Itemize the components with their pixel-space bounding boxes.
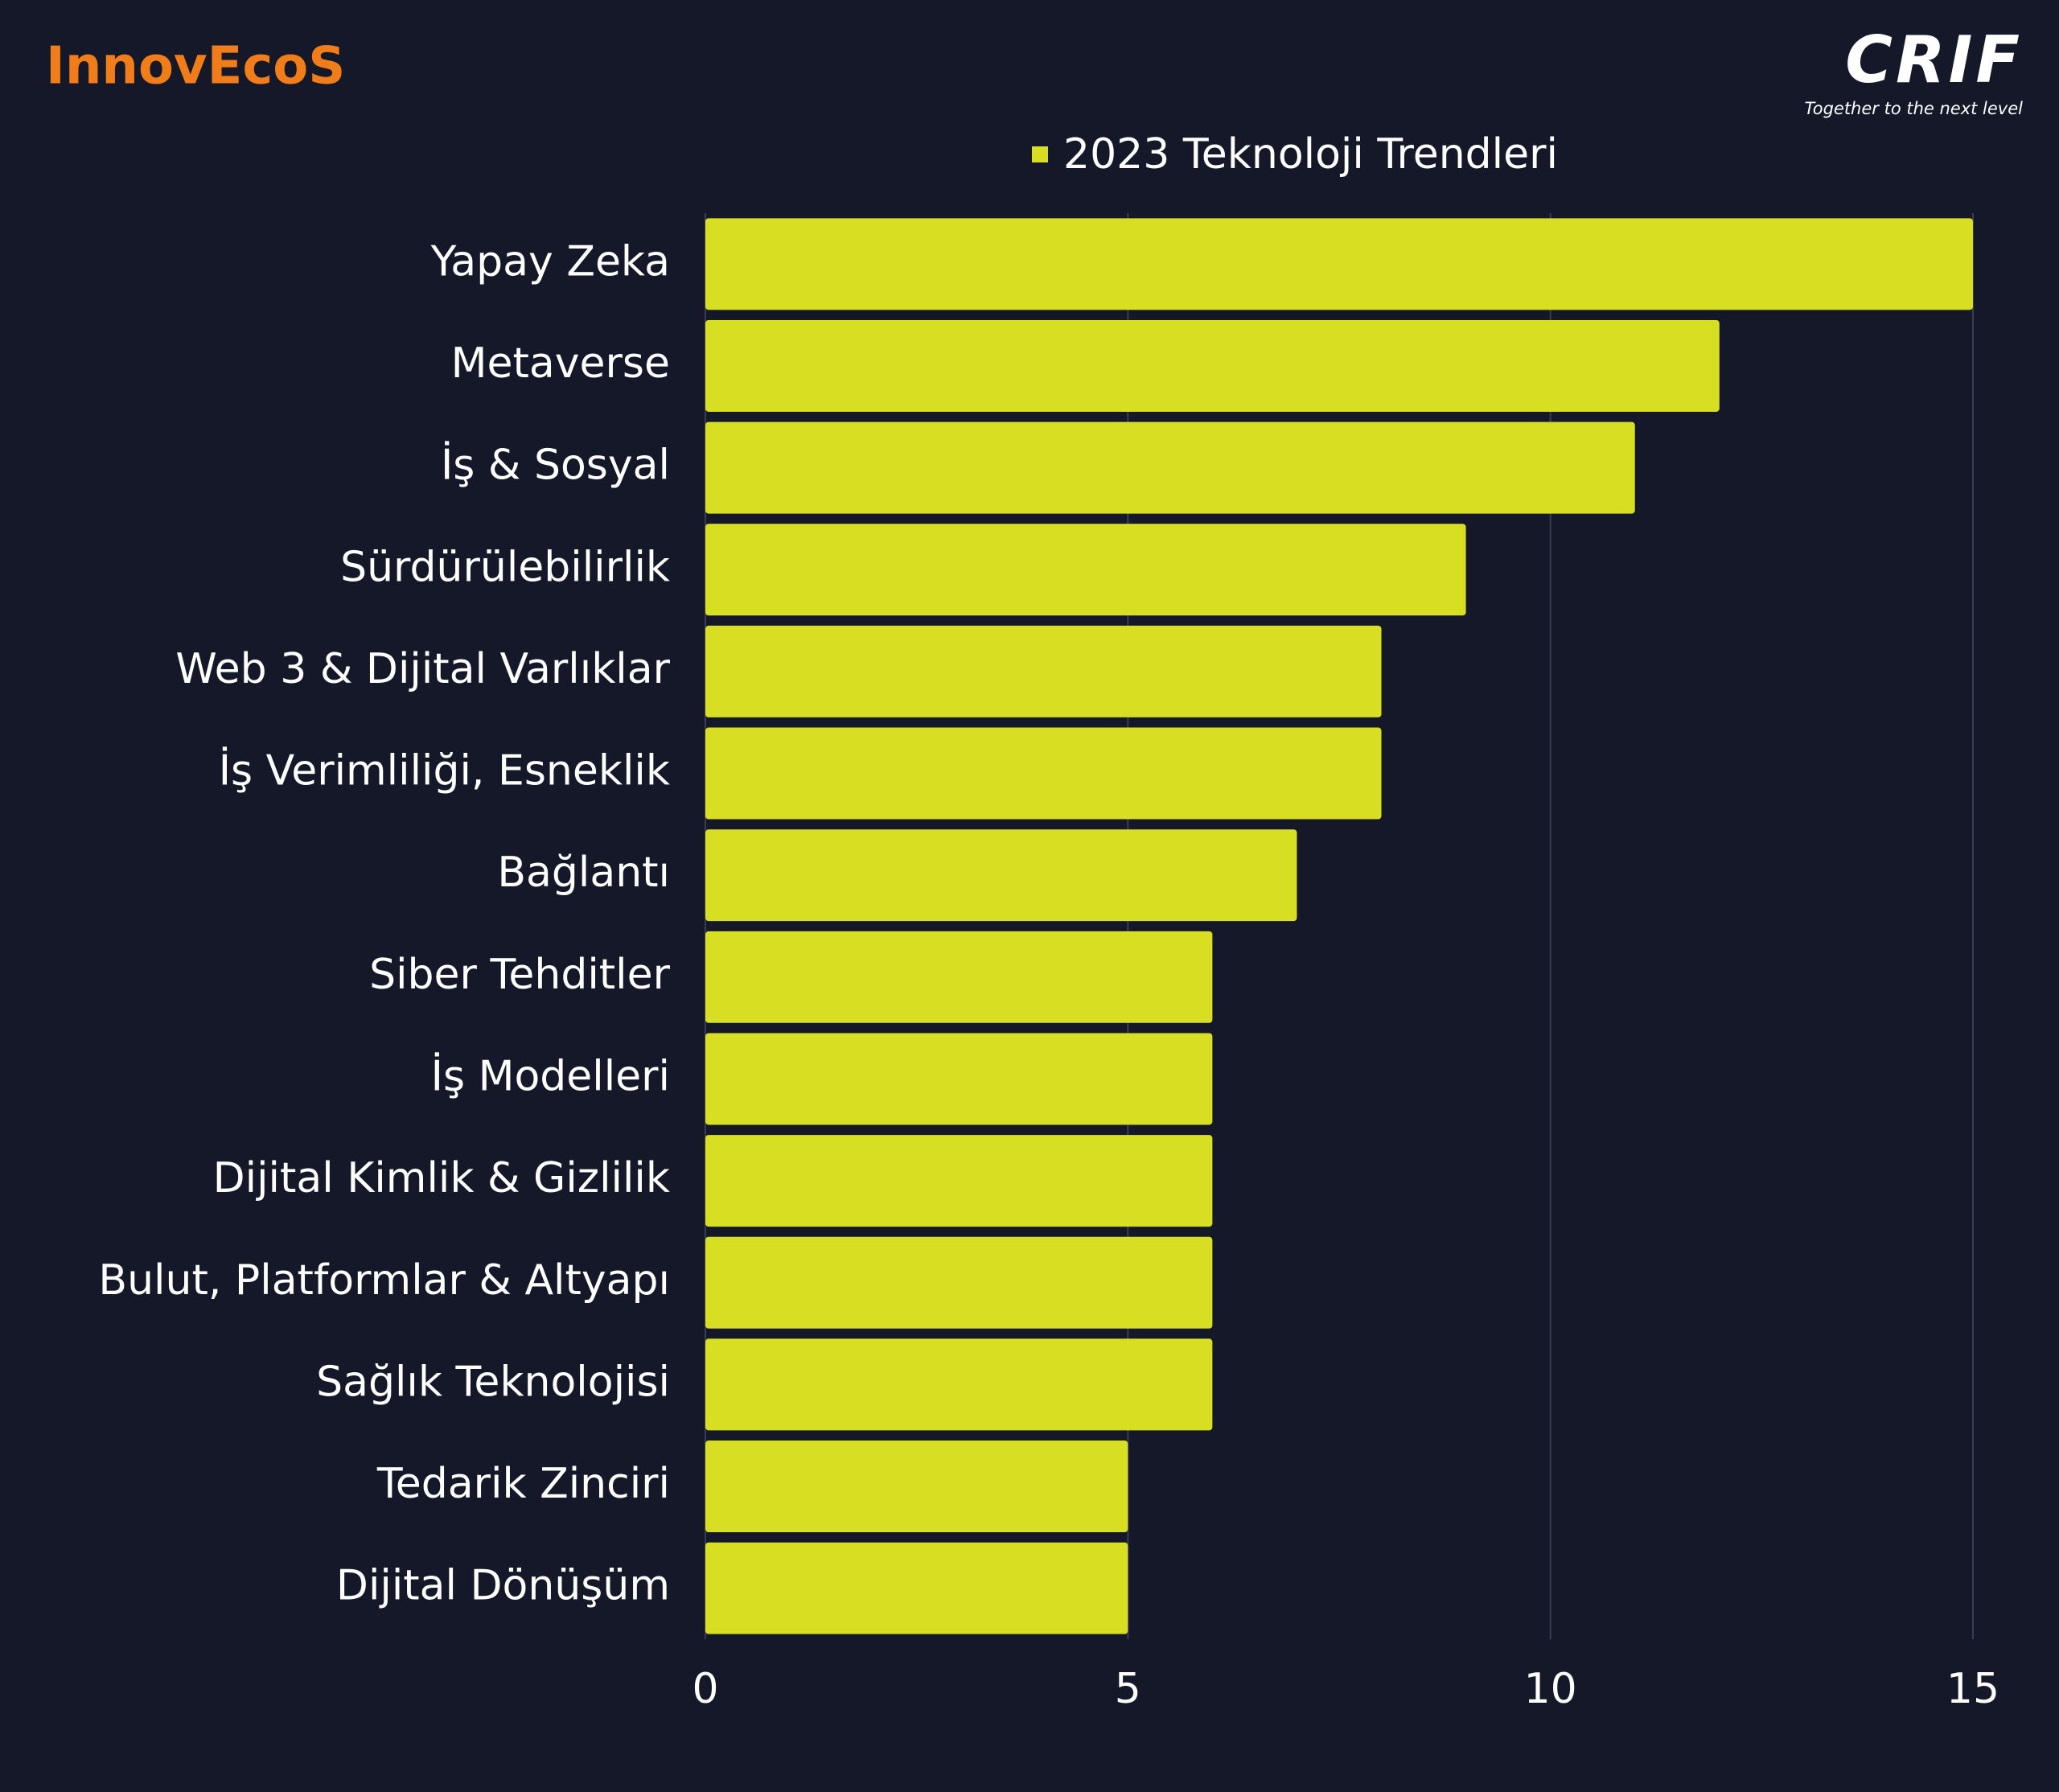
- brand-tagline: Together to the next level: [1804, 99, 2023, 118]
- bar: [705, 1033, 1213, 1125]
- x-tick-label: 5: [1115, 1665, 1141, 1713]
- y-tick-label: Sürdürülebilirlik: [340, 543, 670, 591]
- y-tick-label: İş Verimliliği, Esneklik: [219, 746, 670, 795]
- x-tick-label: 15: [1946, 1665, 1999, 1713]
- bar: [705, 1135, 1213, 1227]
- y-tick-label: Dijital Kimlik & Gizlilik: [213, 1154, 670, 1202]
- legend-label: 2023 Teknoloji Trendleri: [1063, 130, 1558, 179]
- y-tick-label: Siber Tehditler: [369, 951, 671, 999]
- y-tick-label: Web 3 & Dijital Varlıklar: [175, 645, 670, 693]
- y-tick-label: İş & Sosyal: [441, 441, 670, 490]
- y-tick-label: Metaverse: [451, 339, 670, 388]
- x-tick-label: 10: [1524, 1665, 1577, 1713]
- bars: [705, 218, 1973, 1634]
- bar: [705, 421, 1635, 514]
- y-tick-label: Sağlık Teknolojisi: [316, 1358, 670, 1406]
- bar: [705, 1441, 1128, 1533]
- brand-right: CRIF: [1845, 23, 2023, 97]
- bar: [705, 1338, 1213, 1431]
- bar: [705, 829, 1297, 922]
- y-tick-label: Yapay Zeka: [430, 237, 670, 286]
- y-tick-label: Bulut, Platformlar & Altyapı: [98, 1256, 670, 1305]
- y-tick-label: Tedarik Zinciri: [376, 1460, 670, 1508]
- bar: [705, 625, 1382, 717]
- brand-left: InnovEcoS: [46, 37, 345, 97]
- y-tick-label: Bağlantı: [497, 849, 670, 897]
- x-tick-label: 0: [692, 1665, 718, 1713]
- bar: [705, 1236, 1213, 1329]
- bar: [705, 727, 1382, 820]
- bar: [705, 931, 1213, 1023]
- bar: [705, 319, 1720, 412]
- bar: [705, 218, 1973, 310]
- legend-swatch: [1032, 146, 1048, 162]
- bar: [705, 524, 1466, 616]
- y-tick-label: Dijital Dönüşüm: [336, 1562, 670, 1610]
- bar: [705, 1542, 1128, 1634]
- y-tick-label: İş Modelleri: [431, 1051, 670, 1100]
